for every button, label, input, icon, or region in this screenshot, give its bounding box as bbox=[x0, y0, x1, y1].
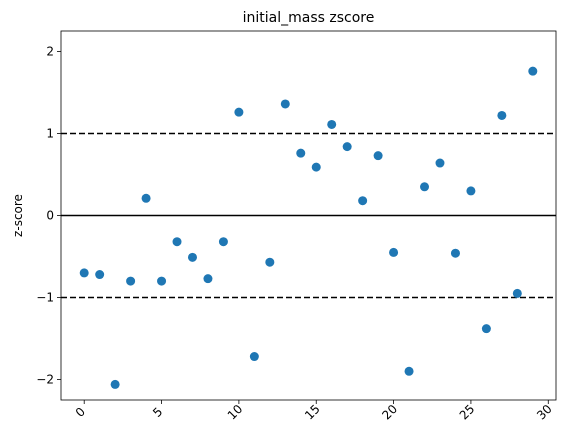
x-tick-label: 30 bbox=[534, 402, 555, 423]
data-point bbox=[141, 193, 151, 203]
data-point bbox=[404, 366, 414, 376]
data-point bbox=[265, 257, 275, 267]
data-point bbox=[327, 119, 337, 129]
x-tick-label: 15 bbox=[302, 402, 323, 423]
data-point bbox=[311, 162, 321, 172]
y-axis-ticks: −2 −1 0 1 2 bbox=[36, 45, 61, 387]
data-point bbox=[373, 151, 383, 161]
x-tick-label: 5 bbox=[150, 405, 165, 420]
data-point bbox=[389, 247, 399, 257]
data-point bbox=[110, 379, 120, 389]
data-point bbox=[203, 274, 213, 284]
data-point bbox=[126, 276, 136, 286]
data-point bbox=[234, 107, 244, 117]
x-tick-label: 10 bbox=[225, 402, 246, 423]
data-points bbox=[79, 66, 538, 389]
data-point bbox=[280, 99, 290, 109]
data-point bbox=[358, 196, 368, 206]
plot-frame bbox=[60, 30, 557, 401]
x-tick-label: 25 bbox=[457, 402, 478, 423]
data-point bbox=[79, 268, 89, 278]
data-point bbox=[450, 248, 460, 258]
x-axis-ticks: 0 5 10 15 20 25 30 bbox=[73, 400, 555, 423]
data-point bbox=[512, 288, 522, 298]
data-point bbox=[172, 237, 182, 247]
y-tick-label: −2 bbox=[36, 373, 54, 387]
data-point bbox=[497, 110, 507, 120]
y-tick-label: −1 bbox=[36, 291, 54, 305]
data-point bbox=[435, 158, 445, 168]
data-point bbox=[157, 276, 167, 286]
data-point bbox=[466, 186, 476, 196]
y-tick-label: 2 bbox=[46, 45, 54, 59]
data-point bbox=[296, 148, 306, 158]
y-axis-label: z-score bbox=[11, 194, 25, 237]
data-point bbox=[528, 66, 538, 76]
reference-lines bbox=[61, 132, 556, 299]
data-point bbox=[420, 182, 430, 192]
x-tick-label: 0 bbox=[73, 405, 88, 420]
x-tick-label: 20 bbox=[379, 402, 400, 423]
data-point bbox=[249, 352, 259, 362]
data-point bbox=[342, 142, 352, 152]
chart-title: initial_mass zscore bbox=[243, 10, 375, 26]
data-point bbox=[95, 270, 105, 280]
y-tick-label: 1 bbox=[46, 127, 54, 141]
data-point bbox=[481, 324, 491, 334]
y-tick-label: 0 bbox=[46, 209, 54, 223]
data-point bbox=[218, 237, 228, 247]
data-point bbox=[187, 252, 197, 262]
